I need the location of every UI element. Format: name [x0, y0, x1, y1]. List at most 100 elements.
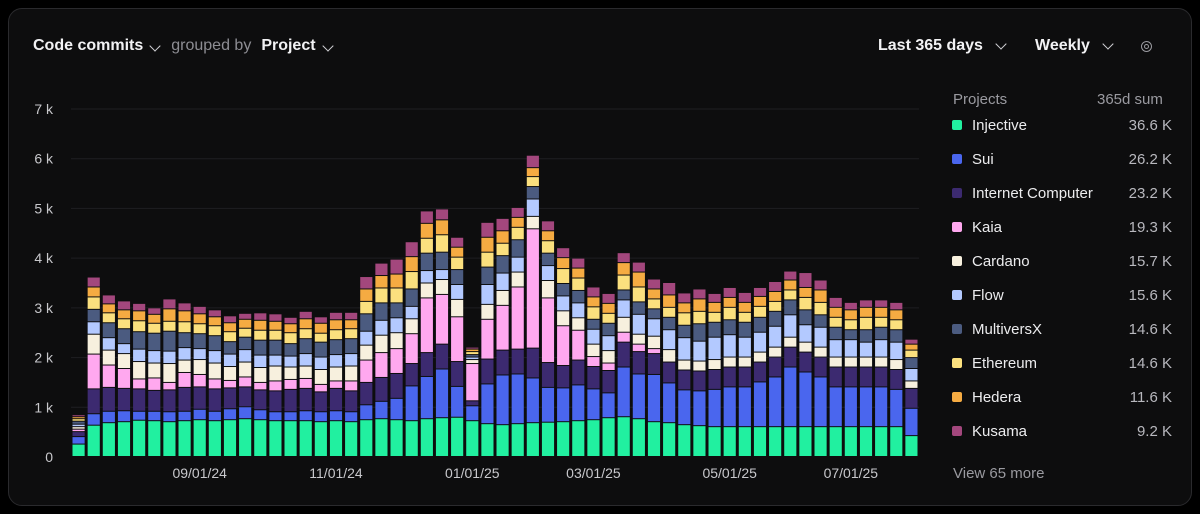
bar-segment [178, 387, 191, 411]
bar-segment [632, 352, 645, 374]
bar-segment [723, 307, 736, 320]
y-tick-label: 7 k [34, 101, 54, 117]
bar-segment [178, 421, 191, 456]
bar-segment [72, 432, 85, 437]
bar-segment [723, 320, 736, 335]
bar-segment [572, 360, 585, 385]
bar-segment [572, 268, 585, 278]
bar-segment [360, 301, 373, 314]
bar-segment [526, 378, 539, 423]
bar-segment [193, 420, 206, 456]
bar-segment [587, 389, 600, 420]
bar-segment [511, 272, 524, 287]
bar-segment [784, 337, 797, 347]
legend-item-value: 23.2 K [1128, 184, 1172, 202]
bar-segment [451, 247, 464, 257]
bar-segment [178, 348, 191, 360]
bar-segment [148, 421, 161, 456]
bar-segment [284, 356, 297, 367]
bar-segment [557, 296, 570, 311]
bar-segment [496, 273, 509, 290]
legend-item[interactable]: Cardano 15.7 K [952, 251, 1172, 271]
legend-item[interactable]: Ethereum 14.6 K [952, 353, 1172, 373]
bar-segment [223, 409, 237, 420]
bar-segment [466, 406, 479, 421]
bar-segment [72, 421, 85, 424]
bar-segment [72, 437, 85, 444]
bar-segment [314, 342, 327, 357]
bar-segment [375, 276, 388, 288]
settings-button[interactable] [1141, 35, 1152, 57]
bar-segment [466, 355, 479, 357]
view-more-link[interactable]: View 65 more [953, 465, 1045, 482]
bar-segment [844, 302, 857, 310]
bar-segment [102, 313, 115, 323]
interval-selector[interactable]: Weekly [1035, 35, 1118, 57]
bar-segment [284, 412, 297, 421]
bar-segment [678, 325, 691, 338]
bar-segment [375, 335, 388, 353]
bar-segment [345, 329, 358, 339]
bar-segment [708, 427, 721, 456]
bar-segment [708, 293, 721, 302]
legend-item[interactable]: Internet Computer 23.2 K [952, 183, 1172, 203]
legend-item[interactable]: Sui 26.2 K [952, 149, 1172, 169]
legend-item-value: 9.2 K [1136, 422, 1172, 440]
legend-item[interactable]: Injective 36.6 K [952, 115, 1172, 135]
bar-segment [390, 303, 403, 318]
bar-segment [784, 367, 797, 427]
bar-segment [617, 367, 630, 417]
bar-segment [451, 386, 464, 417]
bar-segment [541, 253, 555, 266]
y-tick-label: 0 [45, 449, 53, 465]
legend-item-name: Flow [972, 286, 1004, 304]
bar-segment [814, 315, 827, 327]
bar-segment [284, 367, 297, 379]
bar-segment [572, 385, 585, 421]
bar-segment [753, 352, 767, 362]
bar-segment [587, 307, 600, 319]
group-selector[interactable]: Project [261, 37, 337, 55]
legend-item[interactable]: Hedera 11.6 K [952, 387, 1172, 407]
bar-segment [102, 387, 115, 411]
bar-segment [617, 332, 630, 342]
bar-segment [345, 412, 358, 422]
bar-segment [254, 390, 267, 410]
bar-segment [208, 310, 221, 317]
bar-segment [163, 422, 176, 456]
bar-segment [753, 306, 767, 317]
bar-segment [859, 317, 873, 330]
bar-segment [481, 284, 494, 304]
x-tick-label: 11/01/24 [309, 465, 363, 481]
legend-item[interactable]: Kaia 19.3 K [952, 217, 1172, 237]
bar-segment [466, 360, 479, 364]
bar-segment [435, 220, 449, 235]
bar-segment [738, 302, 751, 312]
bar-segment [875, 340, 888, 357]
bar-segment [360, 289, 373, 301]
bar-segment [784, 427, 797, 456]
legend-item[interactable]: Flow 15.6 K [952, 285, 1172, 305]
legend-item-value: 26.2 K [1128, 150, 1172, 168]
bar-segment [890, 427, 903, 456]
legend-item[interactable]: Kusama 9.2 K [952, 421, 1172, 441]
bar-segment [239, 407, 252, 419]
bar-segment [753, 427, 767, 456]
bar-segment [390, 318, 403, 333]
range-selector[interactable]: Last 365 days [878, 35, 1011, 57]
bar-segment [557, 258, 570, 269]
bar-segment [451, 237, 464, 247]
bar-segment [663, 307, 676, 317]
metric-selector[interactable]: Code commits [33, 37, 165, 55]
bar-segment [890, 360, 903, 369]
legend-swatch [952, 256, 962, 266]
bar-segment [693, 361, 706, 371]
bar-segment [405, 257, 418, 272]
bar-segment [511, 227, 524, 240]
bar-segment [345, 339, 358, 354]
bar-segment [193, 387, 206, 409]
bar-segment [859, 357, 873, 367]
legend-item[interactable]: MultiversX 14.6 K [952, 319, 1172, 339]
bar-segment [405, 364, 418, 386]
bar-segment [753, 362, 767, 382]
